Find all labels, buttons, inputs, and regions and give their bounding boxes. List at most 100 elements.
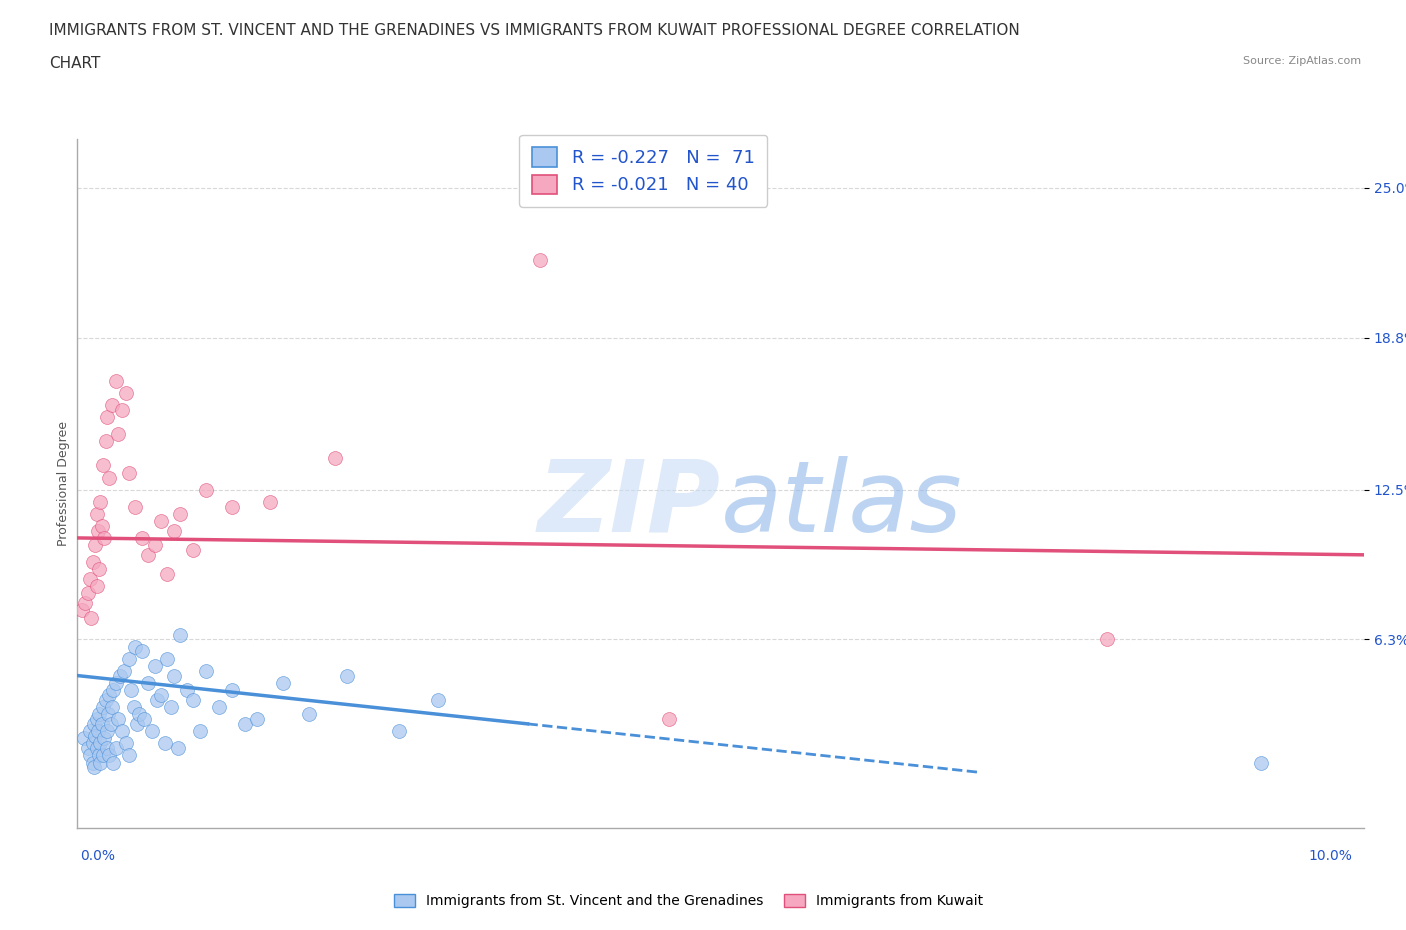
Point	[87, 524, 110, 538]
Point	[233, 716, 256, 731]
Point	[181, 692, 204, 707]
Point	[426, 692, 449, 707]
Point	[1250, 755, 1272, 770]
Point	[86, 740, 108, 755]
Point	[208, 699, 231, 714]
Point	[153, 736, 176, 751]
Point	[101, 398, 124, 413]
Point	[79, 724, 101, 738]
Point	[195, 663, 218, 678]
Point	[143, 538, 166, 552]
Point	[112, 663, 135, 678]
Point	[246, 711, 269, 726]
Point	[156, 566, 179, 581]
Point	[115, 736, 138, 751]
Point	[122, 699, 145, 714]
Point	[83, 760, 105, 775]
Point	[149, 687, 172, 702]
Point	[90, 716, 112, 731]
Point	[124, 639, 146, 654]
Point	[658, 711, 681, 726]
Point	[94, 692, 117, 707]
Point	[108, 668, 131, 683]
Point	[97, 707, 120, 722]
Point	[83, 716, 105, 731]
Point	[146, 692, 169, 707]
Point	[131, 644, 153, 658]
Point	[89, 707, 111, 722]
Point	[111, 724, 134, 738]
Point	[104, 740, 127, 755]
Point	[93, 530, 115, 545]
Point	[221, 499, 243, 514]
Point	[160, 699, 183, 714]
Point	[143, 658, 166, 673]
Point	[111, 403, 134, 418]
Point	[89, 562, 111, 577]
Text: 0.0%: 0.0%	[80, 849, 115, 863]
Point	[118, 651, 141, 666]
Point	[76, 740, 98, 755]
Point	[124, 499, 146, 514]
Point	[73, 731, 96, 746]
Point	[76, 586, 98, 601]
Legend: Immigrants from St. Vincent and the Grenadines, Immigrants from Kuwait: Immigrants from St. Vincent and the Gren…	[389, 889, 988, 914]
Point	[82, 736, 104, 751]
Point	[115, 386, 138, 401]
Point	[259, 494, 281, 509]
Point	[91, 699, 114, 714]
Point	[86, 578, 108, 593]
Point	[103, 683, 125, 698]
Y-axis label: Professional Degree: Professional Degree	[58, 421, 70, 546]
Point	[104, 675, 127, 690]
Point	[87, 724, 110, 738]
Point	[82, 554, 104, 569]
Point	[118, 465, 141, 480]
Point	[72, 603, 94, 618]
Point	[107, 427, 129, 442]
Point	[120, 683, 142, 698]
Point	[388, 724, 411, 738]
Point	[84, 538, 107, 552]
Point	[94, 434, 117, 449]
Point	[98, 748, 121, 763]
Point	[176, 683, 198, 698]
Point	[96, 410, 118, 425]
Point	[104, 374, 127, 389]
Point	[163, 668, 186, 683]
Point	[96, 740, 118, 755]
Point	[107, 711, 129, 726]
Point	[141, 724, 163, 738]
Point	[271, 675, 294, 690]
Point	[86, 711, 108, 726]
Point	[90, 518, 112, 533]
Point	[181, 542, 204, 557]
Point	[91, 748, 114, 763]
Point	[298, 707, 321, 722]
Point	[156, 651, 179, 666]
Point	[169, 506, 191, 521]
Text: ZIP: ZIP	[537, 456, 721, 552]
Point	[221, 683, 243, 698]
Point	[89, 736, 111, 751]
Point	[73, 596, 96, 611]
Point	[125, 716, 148, 731]
Point	[79, 572, 101, 587]
Point	[79, 748, 101, 763]
Point	[188, 724, 211, 738]
Point	[89, 494, 111, 509]
Point	[89, 748, 111, 763]
Text: 10.0%: 10.0%	[1309, 849, 1353, 863]
Point	[91, 458, 114, 473]
Point	[136, 548, 159, 563]
Point	[101, 699, 124, 714]
Point	[195, 482, 218, 497]
Point	[84, 728, 107, 743]
Point	[103, 755, 125, 770]
Point	[149, 513, 172, 528]
Point	[80, 610, 103, 625]
Point	[93, 731, 115, 746]
Text: atlas: atlas	[721, 456, 962, 552]
Text: CHART: CHART	[49, 56, 101, 71]
Point	[169, 627, 191, 642]
